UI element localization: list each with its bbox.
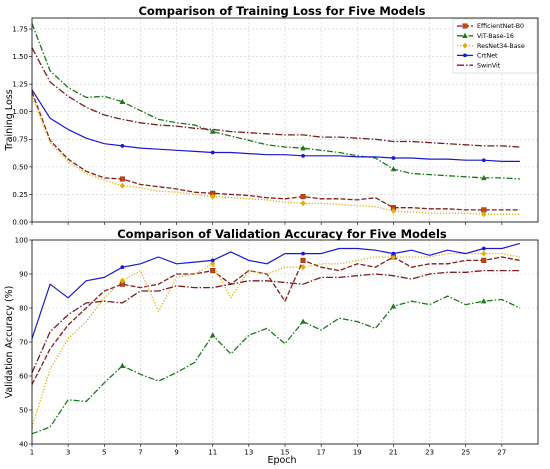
y-tick-label: 0.00: [12, 218, 28, 226]
y-tick-label: 1.75: [12, 25, 28, 33]
data-point: [300, 257, 306, 263]
series-line-efficientnet-b0: [31, 256, 521, 385]
x-tick-label: 17: [317, 449, 326, 457]
data-point: [390, 303, 397, 309]
data-point: [480, 298, 487, 304]
series-line-vit-base-16: [31, 23, 520, 180]
data-point: [209, 332, 216, 338]
data-point: [210, 258, 215, 263]
epoch-xlabel: Epoch: [267, 455, 296, 466]
series-line-efficientnet-b0: [31, 91, 520, 211]
x-tick-label: 13: [244, 449, 253, 457]
data-point: [300, 200, 306, 207]
x-tick-label: 21: [389, 449, 398, 457]
validation-accuracy-grid: [31, 239, 538, 445]
legend-marker: [462, 42, 468, 49]
data-point: [390, 207, 397, 214]
validation-accuracy-ylabel: Validation Accuracy (%): [4, 286, 15, 399]
data-point: [119, 182, 125, 189]
training-loss-chart: 0.00 0.25 0.50 0.75 1.00 1.25 1.50 1.75 Trainin…: [4, 17, 539, 226]
training-loss-grid: [31, 18, 538, 223]
data-point: [390, 254, 397, 260]
series-line-resnet34-base: [31, 94, 520, 215]
data-point: [480, 174, 487, 181]
data-point: [481, 257, 487, 263]
legend-marker: [463, 53, 467, 58]
y-tick-label: 1.25: [12, 81, 28, 89]
data-point: [119, 176, 125, 182]
legend-label: SwinVit: [477, 62, 501, 69]
x-tick-label: 19: [353, 449, 362, 457]
legend-label: EfficientNet-B0: [477, 23, 524, 30]
y-tick-label: 1.50: [12, 53, 28, 61]
data-point: [481, 250, 487, 257]
training-loss-title: Comparison of Training Loss for Five Mod…: [138, 4, 425, 18]
x-tick-label: 25: [461, 449, 470, 457]
data-point: [300, 318, 306, 324]
x-tick-label: 3: [66, 449, 70, 457]
data-point: [119, 362, 126, 368]
legend-label: ViT-Base-16: [477, 33, 514, 40]
legend-label: CrtNet: [477, 53, 498, 60]
y-tick-label: 0.50: [12, 163, 28, 171]
data-point: [210, 193, 216, 200]
series-line-crtnet: [31, 89, 520, 162]
data-point: [300, 145, 306, 151]
data-point: [120, 265, 125, 270]
data-point: [119, 98, 126, 105]
y-tick-label: 100: [15, 236, 28, 244]
data-point: [210, 268, 216, 274]
data-point: [481, 211, 487, 218]
series-line-vit-base-16: [31, 295, 521, 435]
data-point: [391, 156, 396, 160]
series-line-swinvit: [31, 269, 520, 373]
data-point: [300, 194, 306, 200]
data-point: [390, 166, 397, 172]
x-tick-label: 27: [497, 449, 506, 457]
series-line-crtnet: [31, 242, 521, 339]
data-point: [301, 153, 305, 158]
legend: EfficientNet-B0 ViT-Base-16 ResNet34-Base C…: [452, 18, 538, 74]
y-tick-label: 90: [19, 270, 28, 278]
data-point: [300, 264, 306, 271]
data-point: [119, 277, 125, 284]
series-line-swinvit: [31, 47, 520, 148]
legend-label: ResNet34-Base: [477, 43, 525, 50]
x-tick-label: 11: [208, 449, 217, 457]
legend-marker: [462, 32, 468, 38]
data-point: [120, 144, 125, 148]
validation-accuracy-title: Comparison of Validation Accuracy for Fi…: [117, 227, 447, 241]
y-tick-label: 0.75: [12, 136, 28, 144]
y-tick-label: 40: [19, 440, 28, 448]
y-tick-label: 70: [19, 338, 28, 346]
validation-accuracy-yticks: 40 50 60 70 80 90 100: [15, 236, 503, 448]
training-loss-series: [31, 23, 520, 218]
y-tick-label: 50: [19, 406, 28, 414]
training-loss-yticks: 0.00 0.25 0.50 0.75 1.00 1.25 1.50 1.75: [12, 25, 503, 226]
legend-marker: [462, 23, 468, 29]
y-tick-label: 60: [19, 372, 28, 380]
x-tick-label: 23: [425, 449, 434, 457]
data-point: [481, 158, 486, 163]
x-tick-label: 1: [30, 449, 34, 457]
x-tick-label: 7: [138, 449, 142, 457]
data-point: [210, 260, 216, 267]
data-point: [301, 251, 305, 256]
x-tick-label: 15: [281, 449, 290, 457]
y-tick-label: 80: [19, 304, 28, 312]
x-tick-label: 9: [174, 449, 178, 457]
series-line-resnet34-base: [31, 252, 521, 428]
data-point: [209, 128, 216, 134]
validation-accuracy-series: [31, 242, 521, 435]
data-point: [391, 251, 396, 256]
x-tick-label: 5: [102, 449, 106, 457]
y-tick-label: 1.00: [12, 108, 28, 116]
data-point: [481, 246, 486, 251]
y-tick-label: 0.25: [12, 191, 28, 199]
training-loss-ylabel: Training Loss: [4, 89, 15, 151]
data-point: [210, 150, 215, 155]
epoch-xticks: 1 3 5 7 9 11 13 15 17 19 21 23 25 27: [30, 449, 507, 457]
